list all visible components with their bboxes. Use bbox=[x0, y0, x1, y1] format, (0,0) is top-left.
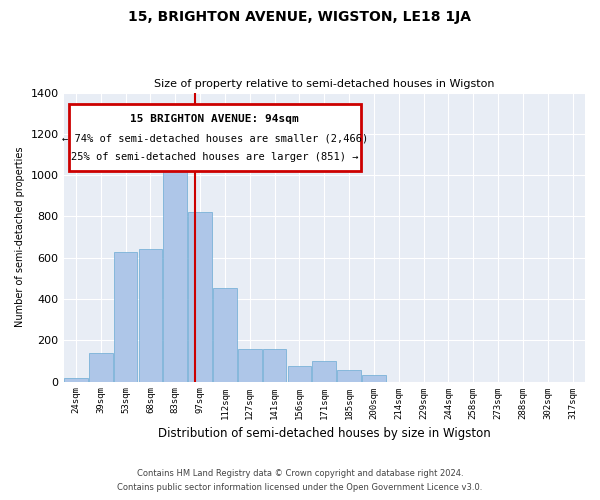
Bar bbox=[188, 212, 212, 382]
Bar bbox=[287, 366, 311, 382]
Text: Contains HM Land Registry data © Crown copyright and database right 2024.: Contains HM Land Registry data © Crown c… bbox=[137, 468, 463, 477]
Bar bbox=[163, 171, 187, 382]
Bar bbox=[362, 376, 386, 382]
Y-axis label: Number of semi-detached properties: Number of semi-detached properties bbox=[15, 147, 25, 328]
Text: 15 BRIGHTON AVENUE: 94sqm: 15 BRIGHTON AVENUE: 94sqm bbox=[130, 114, 299, 124]
Text: 15, BRIGHTON AVENUE, WIGSTON, LE18 1JA: 15, BRIGHTON AVENUE, WIGSTON, LE18 1JA bbox=[128, 10, 472, 24]
Bar bbox=[64, 378, 88, 382]
Bar bbox=[263, 348, 286, 382]
Bar bbox=[313, 361, 336, 382]
Text: Contains public sector information licensed under the Open Government Licence v3: Contains public sector information licen… bbox=[118, 484, 482, 492]
Bar bbox=[139, 250, 162, 382]
Bar bbox=[213, 288, 237, 382]
X-axis label: Distribution of semi-detached houses by size in Wigston: Distribution of semi-detached houses by … bbox=[158, 427, 491, 440]
Bar bbox=[238, 348, 262, 382]
Bar bbox=[89, 352, 113, 382]
Title: Size of property relative to semi-detached houses in Wigston: Size of property relative to semi-detach… bbox=[154, 79, 494, 89]
Text: 25% of semi-detached houses are larger (851) →: 25% of semi-detached houses are larger (… bbox=[71, 152, 359, 162]
FancyBboxPatch shape bbox=[69, 104, 361, 170]
Bar bbox=[337, 370, 361, 382]
Text: ← 74% of semi-detached houses are smaller (2,466): ← 74% of semi-detached houses are smalle… bbox=[62, 133, 368, 143]
Bar bbox=[114, 252, 137, 382]
